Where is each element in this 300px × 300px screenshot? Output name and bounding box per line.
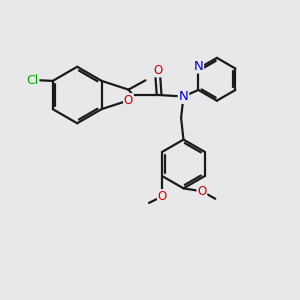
Text: O: O bbox=[158, 190, 167, 203]
Text: Cl: Cl bbox=[26, 74, 39, 87]
Text: O: O bbox=[197, 185, 206, 198]
Text: N: N bbox=[178, 90, 188, 103]
Text: N: N bbox=[194, 60, 203, 73]
Text: O: O bbox=[153, 64, 162, 76]
Text: O: O bbox=[124, 94, 133, 107]
